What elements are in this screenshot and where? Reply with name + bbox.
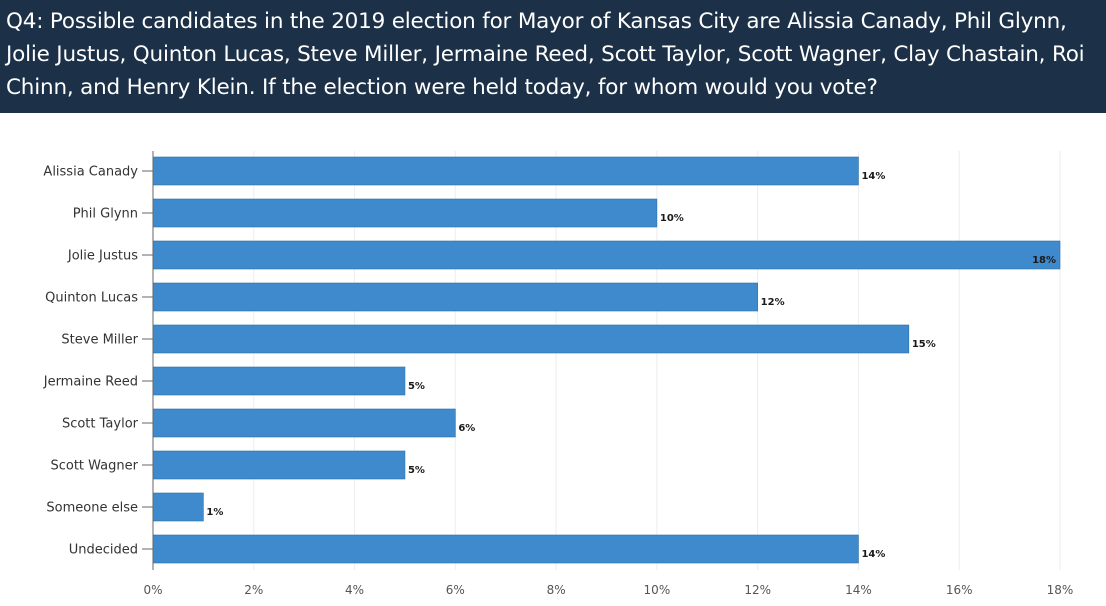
bar	[152, 324, 910, 354]
bar	[152, 282, 758, 312]
value-label: 1%	[206, 507, 223, 518]
category-label: Jermaine Reed	[43, 375, 138, 390]
category-label: Steve Miller	[61, 333, 138, 348]
bar	[152, 408, 456, 438]
category-label: Scott Taylor	[62, 417, 139, 432]
bar	[152, 156, 859, 186]
category-label: Someone else	[46, 501, 138, 516]
x-tick-label: 16%	[946, 583, 973, 597]
bar-chart: 0% 2% 4% 6% 8% 10% 12% 14% 16% 18% Alissia Canady 1…	[43, 151, 1074, 597]
x-tick-label: 0%	[143, 583, 162, 597]
value-label: 12%	[761, 297, 785, 308]
value-label: 14%	[861, 171, 885, 182]
bar	[152, 534, 859, 564]
x-tick-label: 10%	[644, 583, 671, 597]
category-label: Jolie Justus	[67, 249, 138, 264]
x-tick-label: 18%	[1047, 583, 1074, 597]
value-label: 14%	[861, 549, 885, 560]
bar	[152, 198, 658, 228]
value-label: 18%	[1032, 255, 1056, 266]
category-label: Quinton Lucas	[45, 291, 138, 306]
question-text: Q4: Possible candidates in the 2019 elec…	[6, 9, 1085, 100]
value-label: 15%	[912, 339, 936, 350]
value-label: 5%	[408, 465, 425, 476]
question-header: Q4: Possible candidates in the 2019 elec…	[0, 0, 1106, 113]
category-label: Undecided	[69, 543, 138, 558]
value-label: 10%	[660, 213, 684, 224]
bar	[152, 492, 204, 522]
value-label: 6%	[458, 423, 475, 434]
x-tick-label: 8%	[547, 583, 566, 597]
bar	[152, 240, 1061, 270]
x-tick-label: 12%	[744, 583, 771, 597]
value-label: 5%	[408, 381, 425, 392]
x-tick-label: 14%	[845, 583, 872, 597]
bar	[152, 366, 406, 396]
category-label: Phil Glynn	[73, 207, 138, 222]
bar	[152, 450, 406, 480]
x-tick-label: 2%	[244, 583, 263, 597]
x-tick-label: 4%	[345, 583, 364, 597]
x-tick-label: 6%	[446, 583, 465, 597]
category-label: Alissia Canady	[43, 165, 138, 180]
category-label: Scott Wagner	[50, 459, 138, 474]
